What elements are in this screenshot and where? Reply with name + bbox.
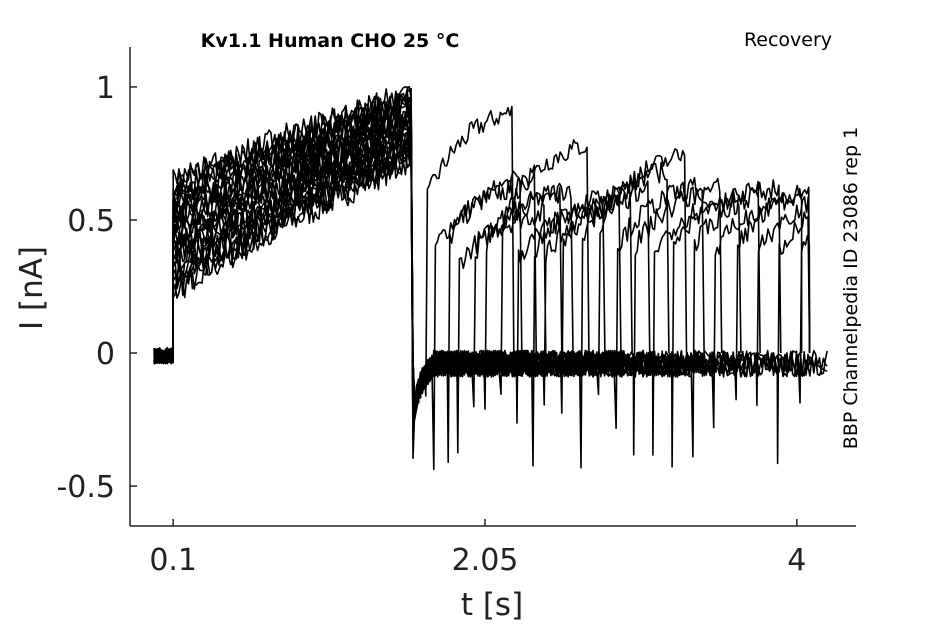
protocol-label: Recovery <box>744 29 832 51</box>
x-tick-label: 4 <box>787 543 806 578</box>
sweep-trace <box>153 143 563 420</box>
sweep-trace <box>153 100 782 458</box>
y-tick-label: 1 <box>96 71 115 106</box>
y-tick-label: -0.5 <box>56 470 115 505</box>
x-tick-label: 0.1 <box>149 543 197 578</box>
sweep-trace <box>153 131 590 405</box>
chart-title: Kv1.1 Human CHO 25 °C <box>201 30 460 52</box>
y-axis-label: I [nA] <box>14 246 50 330</box>
current-traces <box>153 86 828 470</box>
axes: 0.1 2.05 4 -0.5 0 0.5 1 <box>56 47 856 578</box>
y-tick-label: 0.5 <box>67 204 115 239</box>
sweep-trace <box>153 97 811 416</box>
sweep-trace <box>153 86 828 432</box>
sweep-trace <box>153 86 828 421</box>
sweep-trace <box>153 97 803 429</box>
sweep-trace <box>153 127 622 467</box>
x-axis-label: t [s] <box>461 587 523 623</box>
source-label: BBP Channelpedia ID 23086 rep 1 <box>840 127 862 449</box>
y-tick-label: 0 <box>96 337 115 372</box>
x-tick-label: 2.05 <box>452 543 519 578</box>
